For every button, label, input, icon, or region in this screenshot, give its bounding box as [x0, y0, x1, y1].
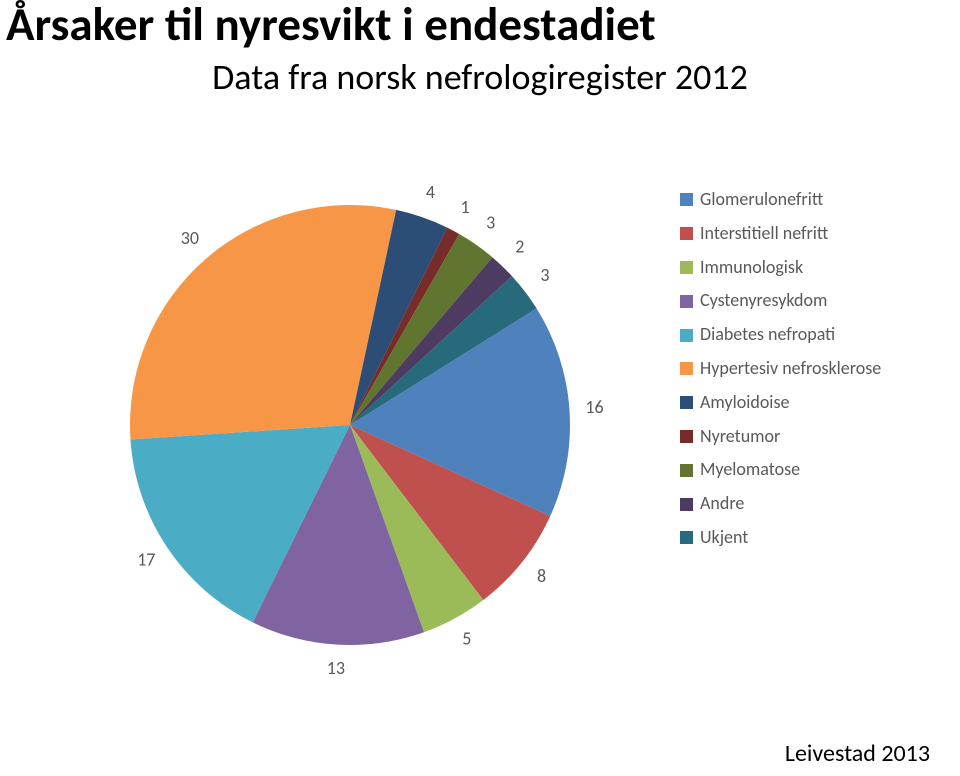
slide-subtitle: Data fra norsk nefrologiregister 2012	[0, 55, 960, 99]
legend-item: Amyloidoise	[680, 393, 940, 413]
legend-swatch	[680, 531, 693, 544]
pie-value-label: 17	[137, 548, 155, 570]
legend-swatch	[680, 464, 693, 477]
legend-swatch	[680, 430, 693, 443]
legend-swatch	[680, 396, 693, 409]
legend-label: Glomerulonefritt	[700, 190, 823, 210]
legend-item: Cystenyresykdom	[680, 291, 940, 311]
legend-swatch	[680, 362, 693, 375]
legend-label: Hypertesiv nefrosklerose	[700, 359, 881, 379]
legend-swatch	[680, 295, 693, 308]
legend-item: Nyretumor	[680, 427, 940, 447]
legend-swatch	[680, 498, 693, 511]
legend-item: Diabetes nefropati	[680, 325, 940, 345]
legend-label: Myelomatose	[700, 460, 800, 480]
legend-label: Nyretumor	[700, 427, 780, 447]
pie-svg: 168513173041323	[70, 120, 630, 680]
pie-value-label: 2	[515, 236, 524, 258]
slide: Årsaker til nyresvikt i endestadiet Data…	[0, 0, 960, 776]
pie-value-label: 3	[486, 212, 495, 234]
legend-item: Interstitiell nefritt	[680, 224, 940, 244]
pie-value-label: 13	[327, 657, 345, 679]
legend-label: Ukjent	[700, 528, 748, 548]
source-citation: Leivestad 2013	[785, 739, 930, 768]
pie-value-label: 5	[462, 628, 471, 650]
slide-title: Årsaker til nyresvikt i endestadiet	[0, 0, 960, 49]
legend-label: Andre	[700, 494, 744, 514]
pie-value-label: 3	[540, 264, 549, 286]
legend-item: Andre	[680, 494, 940, 514]
pie-chart: 168513173041323 GlomerulonefrittIntersti…	[0, 120, 960, 740]
pie-value-label: 8	[537, 565, 546, 587]
legend-label: Interstitiell nefritt	[700, 224, 828, 244]
pie-value-label: 30	[181, 227, 199, 249]
legend-label: Amyloidoise	[700, 393, 789, 413]
pie-value-label: 16	[585, 396, 603, 418]
legend-item: Myelomatose	[680, 460, 940, 480]
legend-item: Ukjent	[680, 528, 940, 548]
pie-value-label: 1	[460, 196, 469, 218]
legend-item: Immunologisk	[680, 258, 940, 278]
legend-label: Immunologisk	[700, 258, 803, 278]
legend-item: Hypertesiv nefrosklerose	[680, 359, 940, 379]
legend-label: Cystenyresykdom	[700, 291, 827, 311]
legend-swatch	[680, 193, 693, 206]
legend: Glomerulonefritt Interstitiell nefritt Imm…	[680, 190, 940, 562]
legend-swatch	[680, 261, 693, 274]
legend-swatch	[680, 329, 693, 342]
legend-item: Glomerulonefritt	[680, 190, 940, 210]
legend-swatch	[680, 227, 693, 240]
pie-value-label: 4	[426, 181, 435, 203]
legend-label: Diabetes nefropati	[700, 325, 835, 345]
